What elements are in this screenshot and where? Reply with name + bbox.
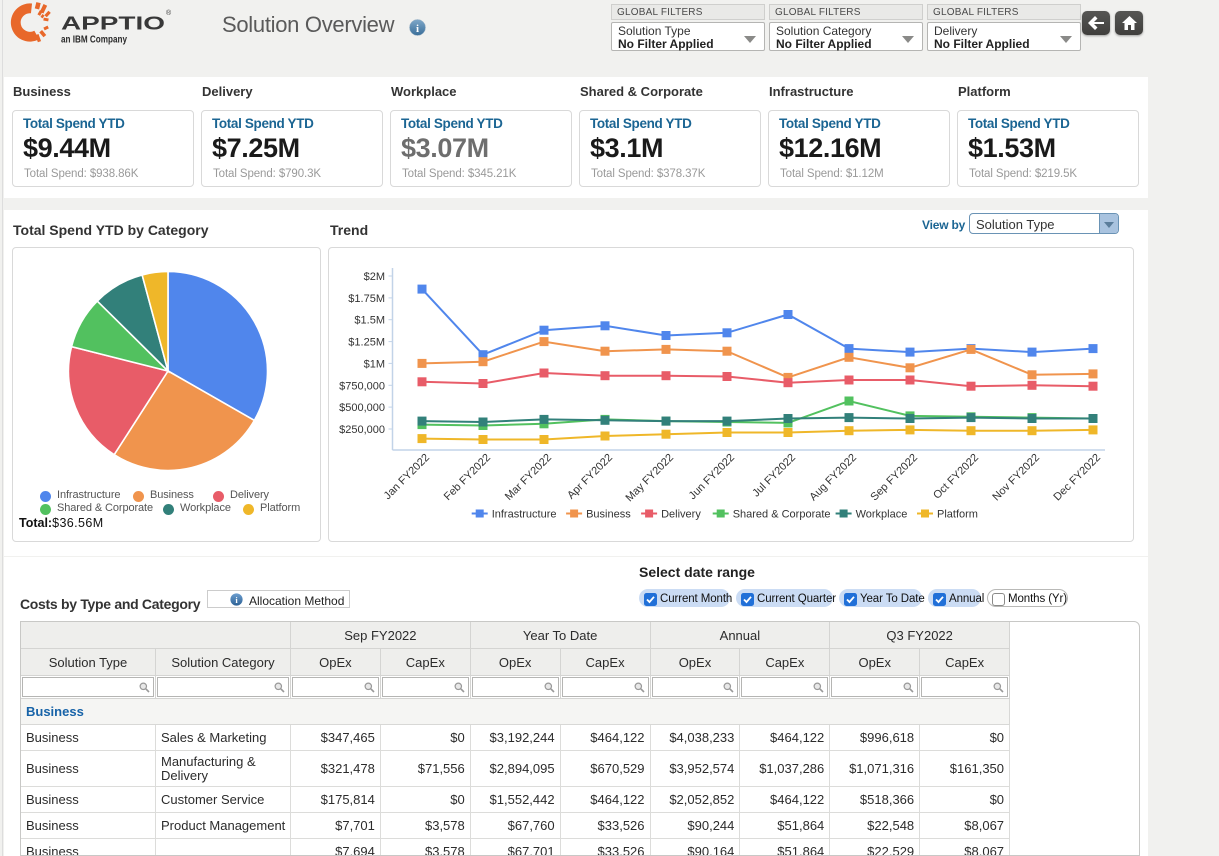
- svg-text:Aug FY2022: Aug FY2022: [807, 452, 859, 504]
- svg-text:$1.25M: $1.25M: [348, 337, 385, 349]
- svg-text:Apr FY2022: Apr FY2022: [565, 452, 615, 502]
- svg-text:$250,000: $250,000: [339, 424, 385, 436]
- svg-text:Platform: Platform: [937, 509, 978, 521]
- svg-text:®: ®: [166, 9, 172, 17]
- svg-text:Business: Business: [586, 509, 631, 521]
- svg-text:Jul FY2022: Jul FY2022: [750, 452, 798, 500]
- svg-text:$750,000: $750,000: [339, 380, 385, 392]
- svg-text:$500,000: $500,000: [339, 402, 385, 414]
- svg-text:Shared & Corporate: Shared & Corporate: [733, 509, 831, 521]
- svg-text:i: i: [235, 596, 238, 605]
- svg-text:Mar FY2022: Mar FY2022: [503, 452, 554, 503]
- svg-text:$1.5M: $1.5M: [354, 315, 385, 327]
- svg-text:$1M: $1M: [364, 358, 385, 370]
- svg-text:an IBM Company: an IBM Company: [61, 34, 127, 46]
- svg-text:Dec FY2022: Dec FY2022: [1051, 452, 1103, 504]
- svg-text:Infrastructure: Infrastructure: [492, 509, 557, 521]
- svg-text:May FY2022: May FY2022: [624, 452, 677, 505]
- svg-text:Oct FY2022: Oct FY2022: [931, 452, 981, 502]
- svg-text:Jun FY2022: Jun FY2022: [687, 452, 737, 502]
- svg-text:Nov FY2022: Nov FY2022: [990, 452, 1042, 504]
- svg-text:$1.75M: $1.75M: [348, 293, 385, 305]
- svg-text:Jan FY2022: Jan FY2022: [382, 452, 432, 502]
- svg-text:APPTIO: APPTIO: [61, 14, 165, 34]
- svg-text:Workplace: Workplace: [856, 509, 908, 521]
- svg-text:$2M: $2M: [364, 271, 385, 283]
- svg-text:i: i: [416, 23, 419, 35]
- svg-text:Sep FY2022: Sep FY2022: [868, 452, 920, 504]
- svg-text:Feb FY2022: Feb FY2022: [442, 452, 493, 503]
- svg-text:Delivery: Delivery: [661, 509, 701, 521]
